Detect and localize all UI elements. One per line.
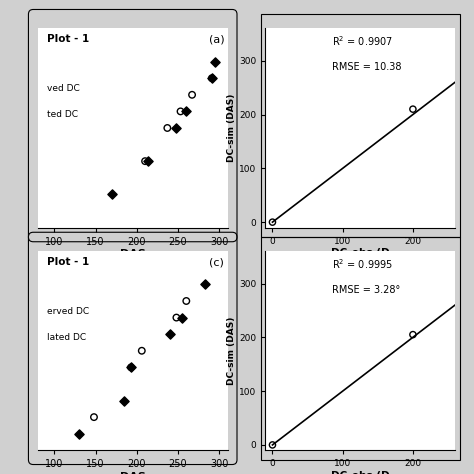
Text: (c): (c) [209, 257, 223, 267]
Point [109, 191, 116, 198]
Point [141, 157, 149, 165]
Point [75, 430, 83, 438]
Point [166, 330, 173, 338]
Text: ted DC: ted DC [47, 110, 78, 119]
Point [188, 91, 196, 99]
Point [144, 157, 151, 165]
Point [182, 108, 190, 115]
Text: RMSE = 10.38: RMSE = 10.38 [332, 62, 401, 72]
Point [121, 397, 128, 404]
Point [173, 124, 180, 132]
X-axis label: DC-obs (D: DC-obs (D [331, 248, 390, 258]
Point [409, 331, 417, 338]
Point [409, 105, 417, 113]
Point [178, 314, 186, 321]
Y-axis label: DC-sim (DAS): DC-sim (DAS) [228, 317, 237, 385]
Text: lated DC: lated DC [47, 333, 87, 342]
Text: (a): (a) [209, 35, 224, 45]
Y-axis label: DC-sim (DAS): DC-sim (DAS) [228, 94, 237, 162]
Text: R$^2$ = 0.9907: R$^2$ = 0.9907 [332, 35, 393, 48]
Text: ved DC: ved DC [47, 84, 80, 93]
Text: Plot - 1: Plot - 1 [47, 35, 90, 45]
Point [90, 413, 98, 421]
Text: RMSE = 3.28°: RMSE = 3.28° [332, 285, 400, 295]
Text: Plot - 1: Plot - 1 [47, 257, 90, 267]
X-axis label: DAS: DAS [120, 472, 146, 474]
Point [177, 108, 184, 115]
Point [173, 314, 180, 321]
Point [208, 74, 216, 82]
X-axis label: DC-obs (D: DC-obs (D [331, 471, 390, 474]
Point [211, 58, 219, 65]
Point [201, 281, 209, 288]
Point [208, 74, 216, 82]
X-axis label: DAS: DAS [120, 249, 146, 259]
Point [128, 364, 135, 371]
Point [182, 297, 190, 305]
Point [269, 219, 276, 226]
Point [164, 124, 171, 132]
Text: R$^2$ = 0.9995: R$^2$ = 0.9995 [332, 257, 393, 271]
Point [128, 364, 135, 371]
Point [138, 347, 146, 355]
Point [269, 441, 276, 449]
Text: erved DC: erved DC [47, 307, 90, 316]
